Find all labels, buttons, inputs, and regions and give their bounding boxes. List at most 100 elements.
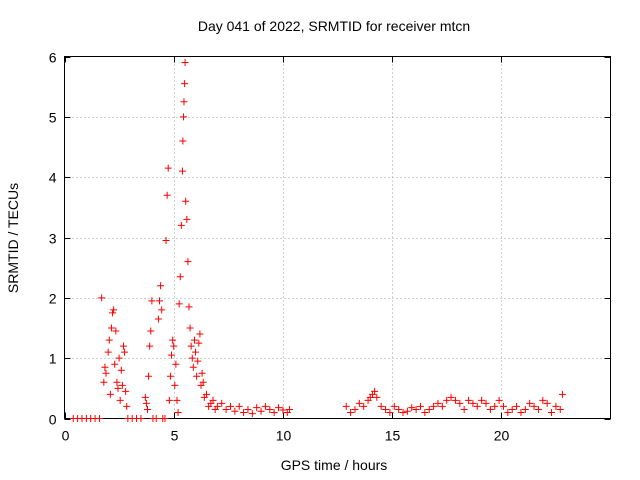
data-point xyxy=(534,405,542,413)
data-point xyxy=(465,396,473,404)
data-point xyxy=(181,59,189,67)
data-point xyxy=(178,167,186,175)
data-point xyxy=(179,137,187,145)
chart-title: Day 041 of 2022, SRMTID for receiver mtc… xyxy=(198,18,470,34)
data-point xyxy=(168,351,176,359)
data-points xyxy=(69,59,566,422)
data-point xyxy=(107,324,115,332)
data-point xyxy=(244,405,252,413)
data-point xyxy=(526,399,534,407)
data-point xyxy=(443,396,451,404)
data-point xyxy=(491,402,499,410)
data-point xyxy=(275,404,283,412)
data-point xyxy=(266,405,274,413)
data-point xyxy=(145,372,153,380)
data-point xyxy=(508,405,516,413)
data-point xyxy=(342,402,350,410)
data-point xyxy=(176,273,184,281)
data-point xyxy=(121,348,129,356)
data-point xyxy=(162,237,170,245)
data-point xyxy=(231,407,239,415)
data-point xyxy=(152,415,160,422)
data-point xyxy=(235,402,243,410)
data-point xyxy=(451,396,459,404)
data-point xyxy=(399,408,407,416)
data-point xyxy=(416,402,424,410)
data-point xyxy=(504,408,512,416)
x-axis-title: GPS time / hours xyxy=(281,457,388,473)
data-point xyxy=(102,369,110,377)
x-tick-label: 5 xyxy=(171,428,179,444)
data-point xyxy=(558,390,566,398)
data-point xyxy=(421,408,429,416)
data-point xyxy=(209,396,217,404)
data-point xyxy=(386,408,394,416)
x-tick-label: 10 xyxy=(276,428,292,444)
data-point xyxy=(143,405,151,413)
data-point xyxy=(499,402,507,410)
data-point xyxy=(248,410,256,418)
data-point xyxy=(118,381,126,389)
data-point xyxy=(430,402,438,410)
data-point xyxy=(438,402,446,410)
data-point xyxy=(164,164,172,172)
data-point xyxy=(371,387,379,395)
data-point xyxy=(222,405,230,413)
data-point xyxy=(113,378,121,386)
data-point xyxy=(122,387,130,395)
data-point xyxy=(196,330,204,338)
data-point xyxy=(193,372,201,380)
data-point xyxy=(548,408,556,416)
data-point xyxy=(185,303,193,311)
data-point xyxy=(382,405,390,413)
y-tick-label: 6 xyxy=(49,50,57,66)
data-point xyxy=(180,113,188,121)
data-point xyxy=(189,363,197,371)
data-point xyxy=(539,396,547,404)
y-tick-label: 2 xyxy=(49,291,57,307)
data-point xyxy=(412,405,420,413)
x-tick-label: 0 xyxy=(62,428,70,444)
data-point xyxy=(112,327,120,335)
data-point xyxy=(147,327,155,335)
data-point xyxy=(187,342,195,350)
data-point xyxy=(456,399,464,407)
data-point xyxy=(177,221,185,229)
data-point xyxy=(198,369,206,377)
data-point xyxy=(253,404,261,412)
data-point xyxy=(157,282,165,290)
data-point xyxy=(377,402,385,410)
data-point xyxy=(347,408,355,416)
y-tick-label: 0 xyxy=(49,412,57,428)
data-point xyxy=(226,402,234,410)
data-point xyxy=(403,407,411,415)
data-point xyxy=(482,399,490,407)
data-point xyxy=(270,408,278,416)
data-point xyxy=(373,393,381,401)
data-point xyxy=(360,402,368,410)
data-point xyxy=(285,405,293,413)
y-tick-label: 5 xyxy=(49,110,57,126)
data-point xyxy=(530,402,538,410)
data-point xyxy=(137,415,145,422)
data-point xyxy=(101,363,109,371)
data-point xyxy=(556,405,564,413)
data-point xyxy=(186,324,194,332)
data-point xyxy=(355,399,363,407)
data-point xyxy=(218,399,226,407)
data-point xyxy=(469,399,477,407)
data-point xyxy=(495,396,503,404)
x-tick-label: 20 xyxy=(494,428,510,444)
data-point xyxy=(109,309,117,317)
axes: 0 1 2 3 4 5 6 0 5 10 15 20 xyxy=(49,50,611,444)
data-point xyxy=(158,306,166,314)
data-point xyxy=(154,315,162,323)
data-point xyxy=(171,381,179,389)
data-point xyxy=(184,258,192,266)
data-point xyxy=(202,390,210,398)
data-point xyxy=(166,372,174,380)
data-point xyxy=(165,396,173,404)
data-point xyxy=(148,297,156,305)
data-point xyxy=(100,378,108,386)
data-point xyxy=(517,408,525,416)
